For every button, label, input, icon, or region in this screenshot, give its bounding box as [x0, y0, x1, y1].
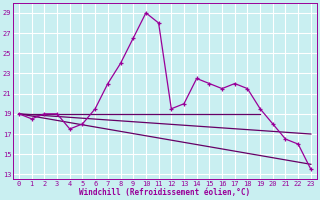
X-axis label: Windchill (Refroidissement éolien,°C): Windchill (Refroidissement éolien,°C): [79, 188, 251, 197]
